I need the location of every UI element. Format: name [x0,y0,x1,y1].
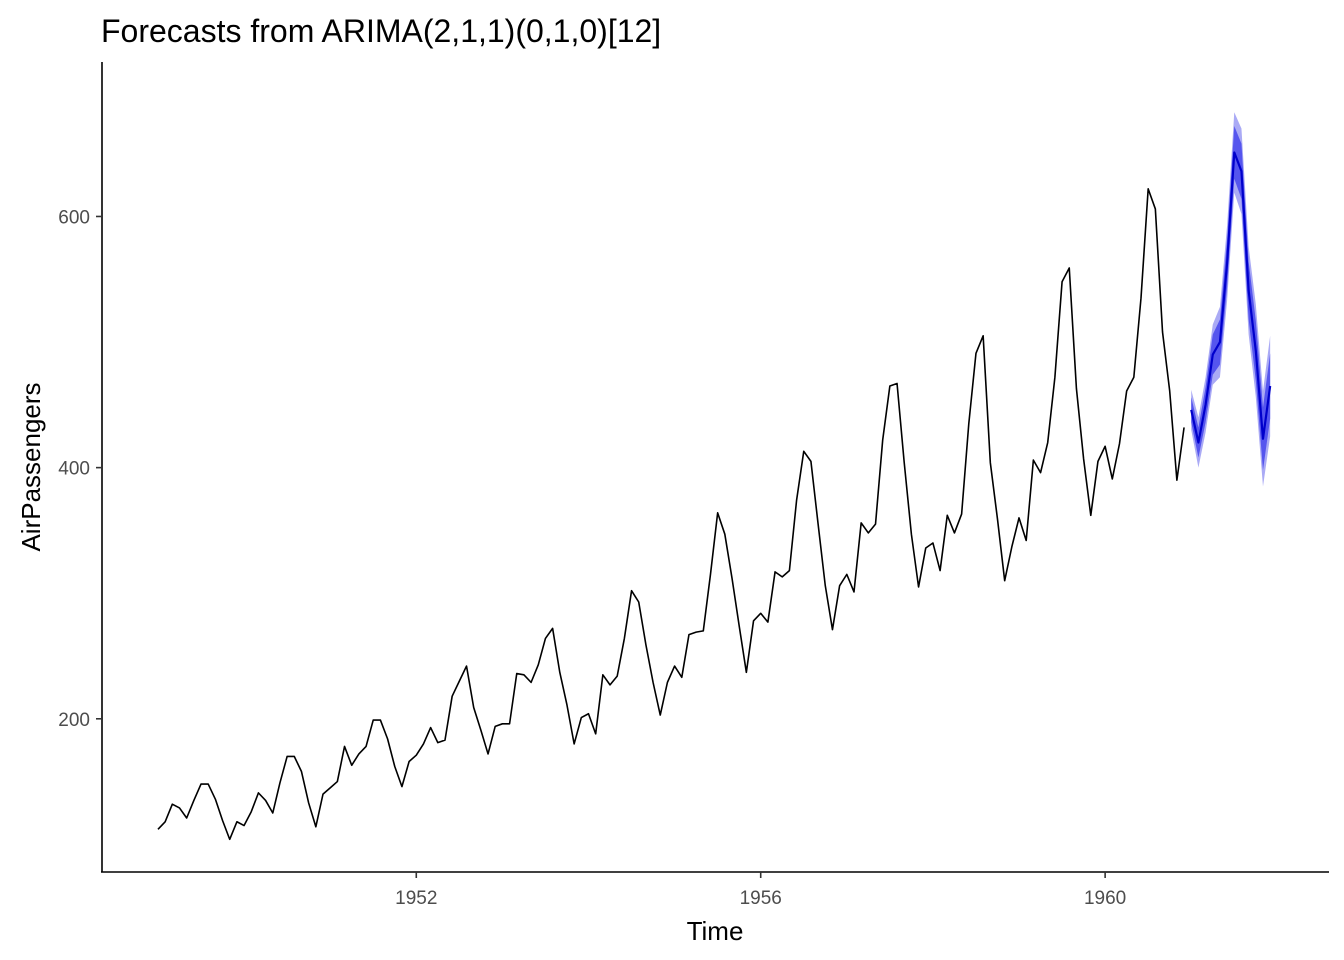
ci80-band [1191,126,1271,471]
ci95-band [1191,112,1271,487]
history-line [157,188,1185,841]
forecast-intervals [1191,112,1271,487]
y-tick-label: 600 [58,207,90,228]
forecast-line [1190,151,1272,444]
x-tick-label: 1956 [740,888,782,909]
x-tick-label: 1960 [1084,888,1126,909]
y-tick-label: 200 [58,710,90,731]
x-axis-title: Time [687,916,744,946]
chart-title: Forecasts from ARIMA(2,1,1)(0,1,0)[12] [101,13,661,49]
y-tick-label: 400 [58,459,90,480]
x-tick-label: 1952 [395,888,437,909]
y-axis-ticks: 200 400 600 [58,207,102,731]
series-lines [157,151,1272,841]
y-axis-title: AirPassengers [16,382,46,551]
x-axis-ticks: 1952 1956 1960 [395,872,1126,909]
